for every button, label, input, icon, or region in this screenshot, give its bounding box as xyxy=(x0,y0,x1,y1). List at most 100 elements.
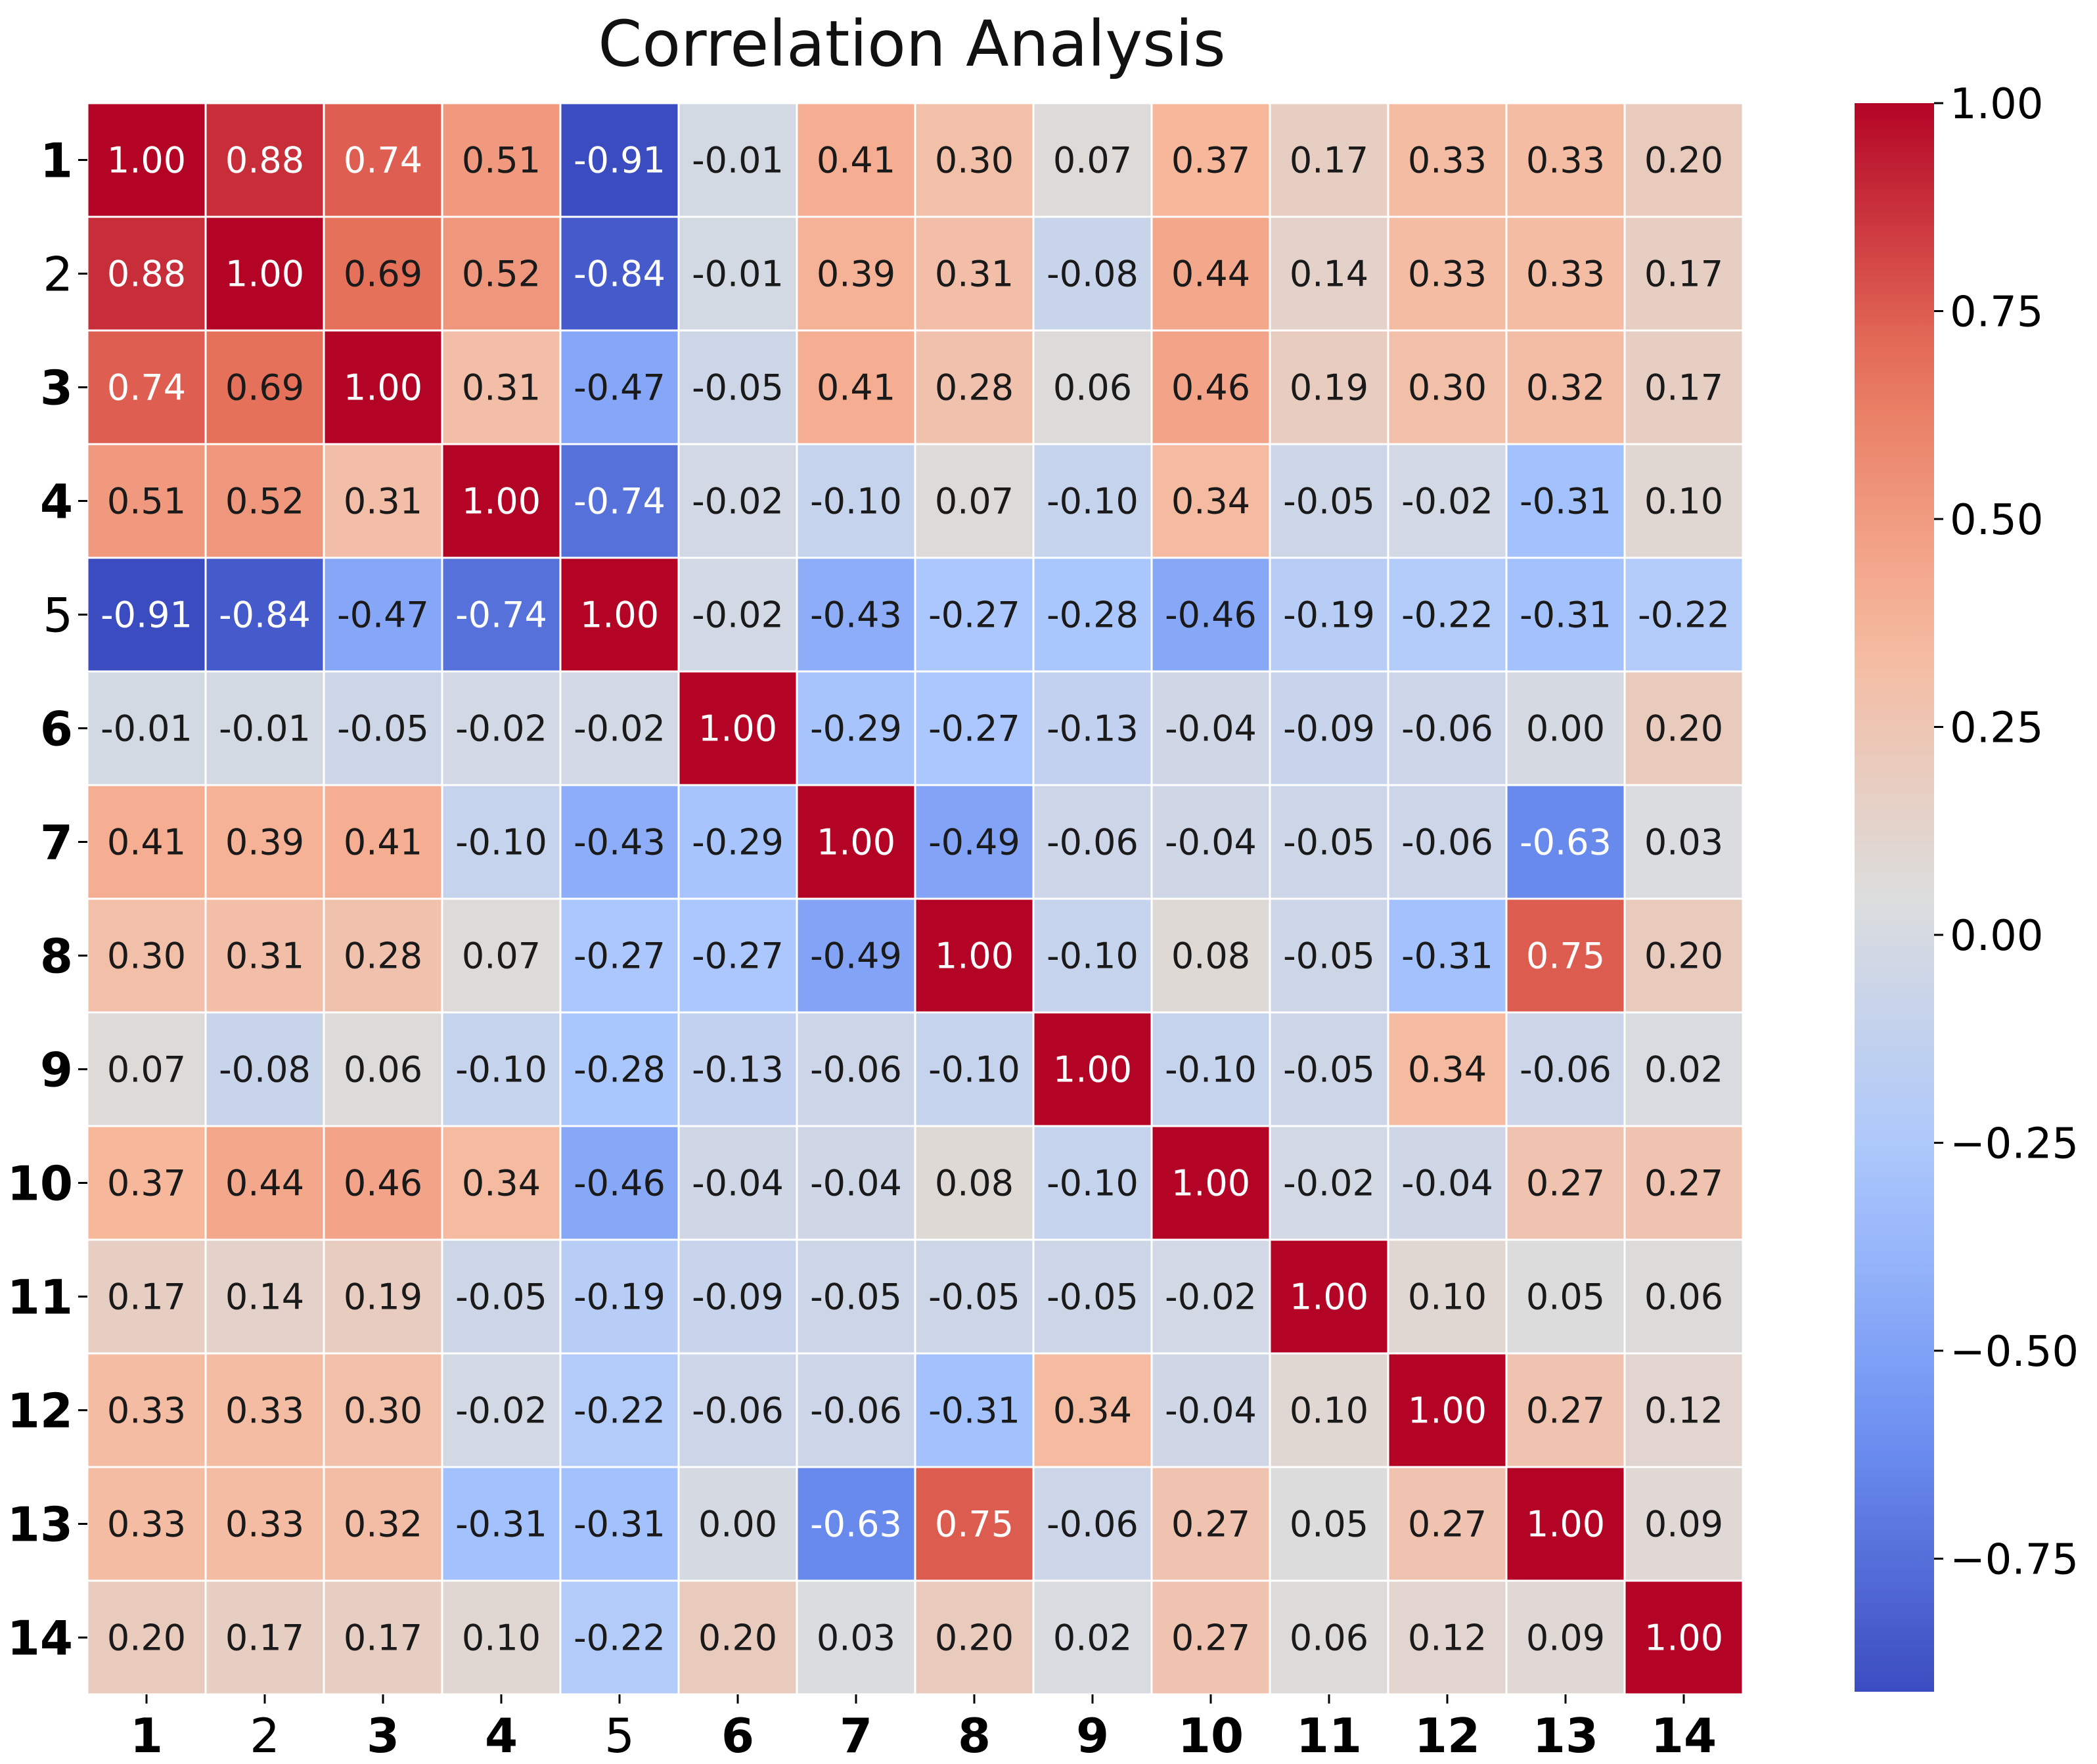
heatmap-cell xyxy=(1623,102,1744,218)
cell-value-label: 0.88 xyxy=(107,254,186,295)
cell-value-label: -0.04 xyxy=(1165,1390,1257,1432)
heatmap-cell xyxy=(914,1125,1035,1241)
heatmap-cell xyxy=(1505,670,1626,786)
cell-value-label: -0.19 xyxy=(1283,595,1375,636)
heatmap-cell xyxy=(86,784,207,900)
heatmap-cell xyxy=(1387,1238,1508,1355)
cell-value-label: 1.00 xyxy=(462,481,541,522)
cell-value-label: 0.41 xyxy=(817,367,895,409)
cell-value-label: -0.06 xyxy=(810,1390,902,1432)
cell-value-label: 0.27 xyxy=(1408,1504,1487,1545)
heatmap-cell xyxy=(1387,1352,1508,1468)
cell-value-label: -0.84 xyxy=(574,254,665,295)
cell-value-label: 0.10 xyxy=(1408,1277,1487,1318)
cell-value-label: 0.41 xyxy=(817,140,895,181)
heatmap-cell xyxy=(1032,1352,1153,1468)
y-tick-label: 6 xyxy=(40,702,73,757)
heatmap-cell xyxy=(559,897,680,1014)
cell-value-label: 0.31 xyxy=(225,936,304,977)
cell-value-label: 0.46 xyxy=(1171,367,1250,409)
cell-value-label: 0.03 xyxy=(817,1617,895,1659)
cell-value-label: 0.46 xyxy=(344,1163,422,1204)
heatmap-cell xyxy=(1150,1238,1271,1355)
cell-value-label: 0.31 xyxy=(935,254,1014,295)
cell-value-label: 0.37 xyxy=(107,1163,186,1204)
cell-value-label: 0.32 xyxy=(1526,367,1605,409)
cell-value-label: 0.39 xyxy=(817,254,895,295)
cell-value-label: -0.02 xyxy=(1283,1163,1375,1204)
cell-value-label: 0.19 xyxy=(1290,367,1368,409)
cell-value-label: -0.22 xyxy=(1638,595,1730,636)
heatmap-cell xyxy=(1269,443,1389,559)
cell-value-label: 0.05 xyxy=(1526,1277,1605,1318)
cell-value-label: -0.05 xyxy=(455,1277,547,1318)
cell-value-label: 0.69 xyxy=(225,367,304,409)
heatmap-cell xyxy=(677,102,798,218)
colorbar: 1.00 0.75 0.50 0.25 0.00 −0.25 −0.50 −0.75 xyxy=(1855,80,2079,1692)
colorbar-tick-label: 0.00 xyxy=(1950,912,2044,961)
cell-value-label: -0.01 xyxy=(692,140,784,181)
heatmap-cell xyxy=(1505,215,1626,332)
cell-value-label: -0.10 xyxy=(928,1049,1020,1091)
cell-value-label: 0.20 xyxy=(935,1617,1014,1659)
cell-value-label: -0.10 xyxy=(810,481,902,522)
heatmap-cell xyxy=(559,670,680,786)
cell-value-label: -0.05 xyxy=(928,1277,1020,1318)
y-tick-label: 12 xyxy=(7,1384,73,1439)
heatmap-cell xyxy=(796,1011,916,1127)
cell-value-label: 1.00 xyxy=(935,936,1014,977)
cell-value-label: -0.46 xyxy=(574,1163,665,1204)
cell-value-label: 0.12 xyxy=(1408,1617,1487,1659)
cell-value-label: -0.10 xyxy=(455,822,547,863)
cell-value-label: 0.27 xyxy=(1644,1163,1723,1204)
cell-value-label: 0.20 xyxy=(107,1617,186,1659)
cell-value-label: 0.07 xyxy=(935,481,1014,522)
cell-value-label: 0.17 xyxy=(225,1617,304,1659)
heatmap-cell xyxy=(1387,329,1508,445)
heatmap-cell xyxy=(914,556,1035,673)
heatmap-cell xyxy=(441,215,562,332)
heatmap-cell xyxy=(323,556,443,673)
cell-value-label: -0.31 xyxy=(1520,595,1612,636)
cell-value-label: -0.06 xyxy=(692,1390,784,1432)
cell-value-label: 1.00 xyxy=(698,708,777,750)
x-tick-label: 12 xyxy=(1414,1708,1480,1761)
heatmap-cell xyxy=(677,1125,798,1241)
heatmap-cell xyxy=(1387,897,1508,1014)
cell-value-label: 0.06 xyxy=(1053,367,1132,409)
heatmap-cell xyxy=(323,670,443,786)
cell-value-label: 0.31 xyxy=(462,367,541,409)
cell-value-label: 0.06 xyxy=(1644,1277,1723,1318)
cell-value-label: 0.19 xyxy=(344,1277,422,1318)
cell-value-label: 0.34 xyxy=(462,1163,541,1204)
heatmap-cell xyxy=(323,1238,443,1355)
cell-value-label: -0.05 xyxy=(1283,481,1375,522)
heatmap-cell xyxy=(204,897,325,1014)
heatmap-cell xyxy=(914,670,1035,786)
cell-value-label: 0.52 xyxy=(225,481,304,522)
heatmap-cell xyxy=(1623,670,1744,786)
cell-value-label: 0.75 xyxy=(935,1504,1014,1545)
cell-value-label: 0.33 xyxy=(225,1390,304,1432)
cell-value-label: 0.02 xyxy=(1644,1049,1723,1091)
cell-value-label: -0.27 xyxy=(928,708,1020,750)
heatmap-cell xyxy=(1150,556,1271,673)
heatmap-cell xyxy=(1623,1125,1744,1241)
cell-value-label: -0.31 xyxy=(928,1390,1020,1432)
cell-value-label: -0.05 xyxy=(1283,936,1375,977)
y-tick-label: 7 xyxy=(40,815,73,871)
cell-value-label: 0.33 xyxy=(107,1504,186,1545)
heatmap-cell xyxy=(1032,329,1153,445)
cell-value-label: -0.05 xyxy=(1283,1049,1375,1091)
colorbar-gradient xyxy=(1855,103,1934,1692)
cell-value-label: 0.10 xyxy=(462,1617,541,1659)
heatmap-cell xyxy=(204,215,325,332)
heatmap-cell xyxy=(1505,556,1626,673)
heatmap-cell xyxy=(1269,556,1389,673)
cell-value-label: 0.28 xyxy=(935,367,1014,409)
x-tick-label: 2 xyxy=(250,1708,280,1761)
cell-value-label: -0.04 xyxy=(1165,822,1257,863)
heatmap-cell xyxy=(677,897,798,1014)
x-tick-label: 4 xyxy=(485,1708,518,1761)
